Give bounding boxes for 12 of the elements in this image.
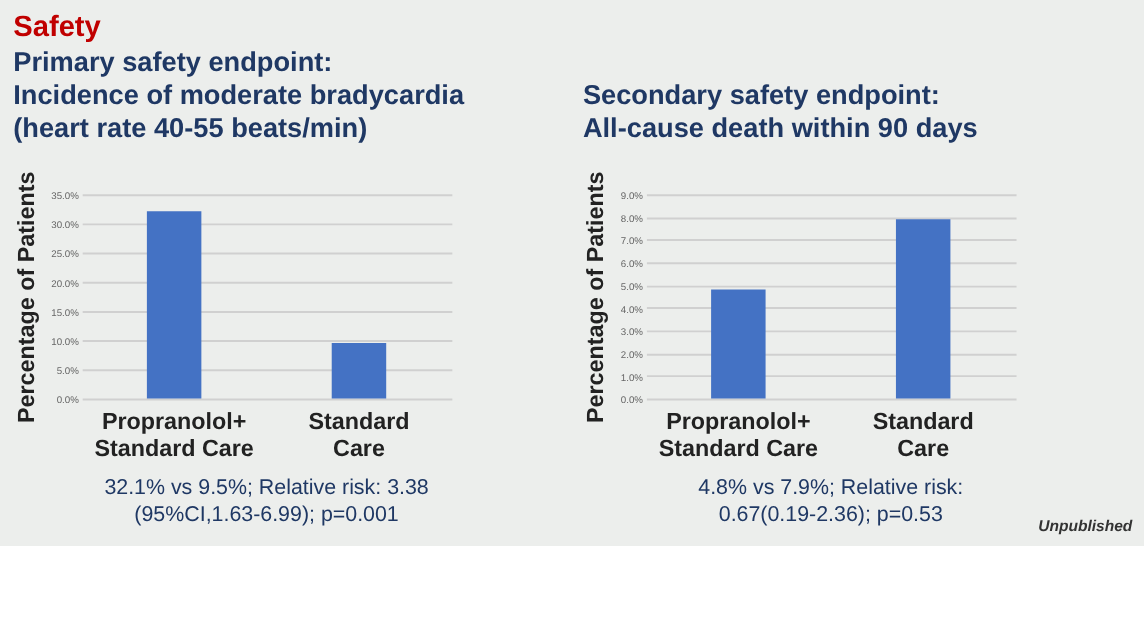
x-tick-label: Standard Care [308,408,410,462]
y-axis-title: Percentage of Patients [13,171,40,423]
text: Safety [13,12,103,45]
chart-title: Secondary safety endpoint: All-cause death within 90 days [582,80,979,144]
text: 32.1% vs 9.5%; Relative risk: 3.38 (95%CI,1.63-6.99); p=0.001 [104,475,429,528]
text: 4.8% vs 7.9%; Relative risk: 0.67(0.19-2.36); p=0.53 [698,475,964,528]
text: Unpublished [1038,516,1133,535]
x-tick-label: Propranolol+ Standard Care [94,408,255,462]
chart-title: Primary safety endpoint: Incidence of moderate bradycardia (heart rate 40-55 beats/min) [13,47,465,144]
x-tick-label: Standard Care [872,408,974,462]
y-axis-title: Percentage of Patients [583,171,610,423]
x-tick-label: Propranolol+ Standard Care [658,408,820,462]
